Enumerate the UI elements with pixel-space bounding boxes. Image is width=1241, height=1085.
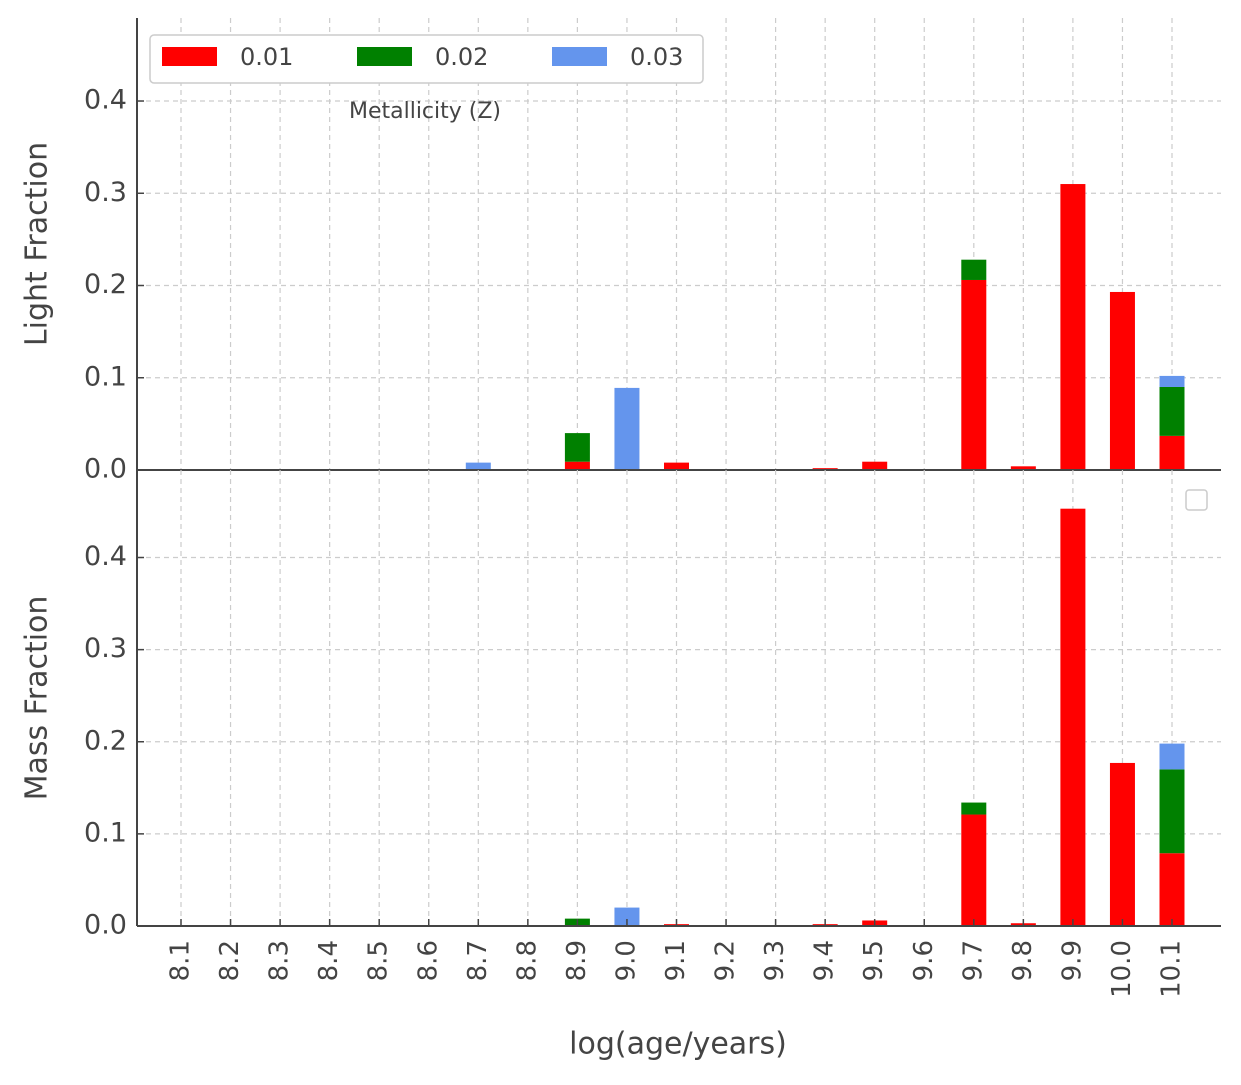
y-tick-label: 0.4 xyxy=(84,85,127,116)
x-tick-label: 9.1 xyxy=(661,940,691,981)
bar xyxy=(961,802,987,815)
bar xyxy=(1109,291,1135,470)
y-tick-label: 0.0 xyxy=(84,910,127,941)
bar xyxy=(614,387,640,470)
bar xyxy=(664,462,689,470)
bar xyxy=(1060,508,1086,926)
legend-label: 0.02 xyxy=(435,43,488,71)
bar xyxy=(465,462,491,470)
bar xyxy=(1159,743,1185,770)
y-tick-label: 0.3 xyxy=(84,633,127,664)
x-tick-label: 9.6 xyxy=(909,940,939,981)
legend-label: 0.01 xyxy=(240,43,293,71)
x-tick-label: 9.3 xyxy=(760,940,790,981)
empty-legend xyxy=(1185,489,1208,511)
bar xyxy=(1159,375,1185,387)
bar xyxy=(961,259,987,280)
x-tick-label: 9.2 xyxy=(711,940,741,981)
x-tick-label: 9.8 xyxy=(1008,940,1038,981)
bar xyxy=(1010,466,1036,470)
x-tick-label: 8.3 xyxy=(265,940,295,981)
bar xyxy=(1060,184,1086,470)
y-tick-label: 0.2 xyxy=(84,269,127,300)
x-tick-label: 9.9 xyxy=(1057,940,1087,981)
x-tick-label: 8.2 xyxy=(215,940,245,981)
x-tick-label: 8.5 xyxy=(364,940,394,981)
x-tick-label: 8.4 xyxy=(314,940,344,981)
x-axis-label: log(age/years) xyxy=(569,1027,787,1062)
x-tick-label: 8.1 xyxy=(166,940,196,981)
y-tick-label: 0.1 xyxy=(84,361,127,392)
x-tick-label: 9.4 xyxy=(810,940,840,981)
bar xyxy=(961,814,987,926)
bar xyxy=(1159,853,1185,926)
legend-label: 0.03 xyxy=(630,43,683,71)
y-tick-label: 0.1 xyxy=(84,817,127,848)
legend-box xyxy=(149,34,704,84)
bar xyxy=(961,279,987,470)
x-tick-label: 9.0 xyxy=(611,940,641,981)
x-tick-label: 8.8 xyxy=(512,940,542,981)
bar xyxy=(614,907,640,926)
y-tick-label: 0.4 xyxy=(84,541,127,572)
x-tick-label: 8.7 xyxy=(463,940,493,981)
x-tick-label: 10.1 xyxy=(1157,940,1187,998)
y-axis-label: Light Fraction xyxy=(20,142,55,346)
y-tick-label: 0.0 xyxy=(84,454,127,485)
x-tick-label: 9.7 xyxy=(958,940,988,981)
bar xyxy=(564,433,590,462)
legend-swatch xyxy=(162,47,217,66)
x-tick-label: 8.9 xyxy=(562,940,592,981)
bar xyxy=(1159,769,1185,854)
x-tick-label: 10.0 xyxy=(1107,940,1137,998)
bar xyxy=(564,461,590,470)
bar xyxy=(1159,386,1185,436)
legend-swatch xyxy=(357,47,412,66)
bar xyxy=(1109,762,1135,926)
legend-title: Metallicity (Z) xyxy=(349,99,501,124)
x-tick-label: 9.5 xyxy=(859,940,889,981)
y-tick-label: 0.2 xyxy=(84,725,127,756)
x-tick-label: 8.6 xyxy=(413,940,443,981)
bar xyxy=(862,461,888,470)
y-tick-label: 0.3 xyxy=(84,177,127,208)
legend-swatch xyxy=(552,47,607,66)
y-axis-label: Mass Fraction xyxy=(20,596,55,801)
bar xyxy=(1159,435,1185,470)
